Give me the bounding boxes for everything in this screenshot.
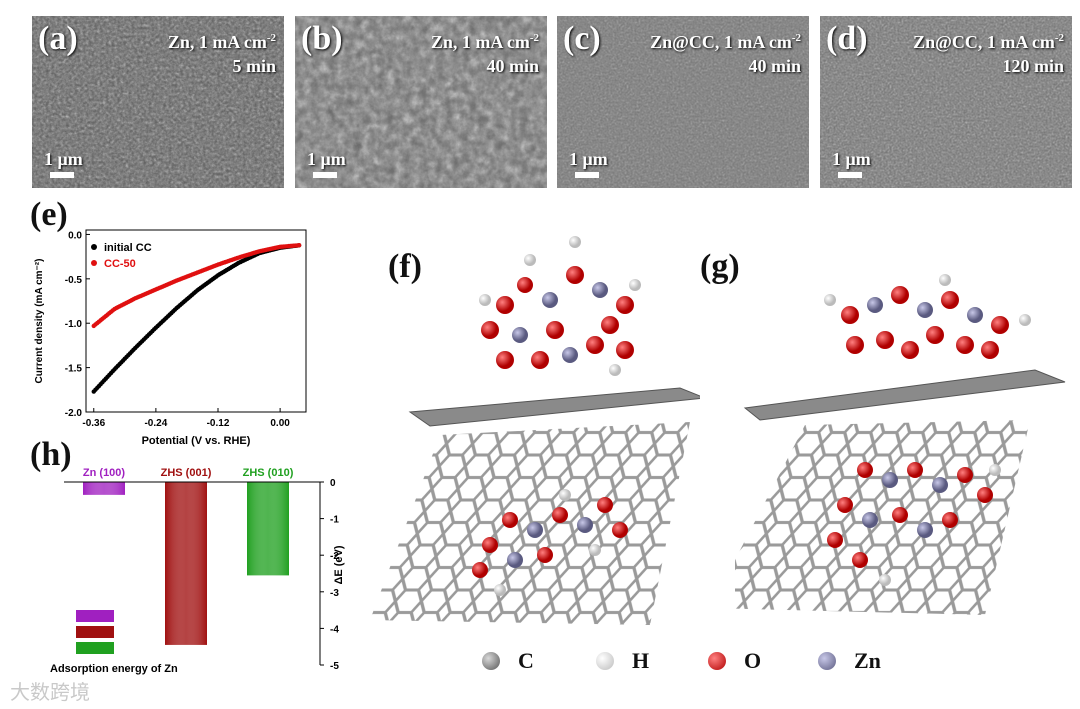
cluster-bottom-f [472, 489, 628, 596]
chart-e-xtick-label: -0.36 [82, 418, 105, 429]
chart-e-xtick-label: -0.12 [207, 418, 230, 429]
chart-e-xtick-label: -0.24 [144, 418, 167, 429]
element-label-h: H [632, 648, 650, 673]
graphene-sheet-side-g [743, 369, 1066, 421]
legend-marker-initial-cc [91, 244, 97, 250]
chart-e-point-series-1 [296, 243, 302, 248]
chart-e-ytick-label: 0.0 [68, 230, 82, 241]
element-ball-c [482, 652, 500, 670]
sem-image-a [32, 16, 284, 188]
legend-swatch-zhs001 [76, 626, 114, 638]
chart-h-ytick-label: -3 [330, 588, 339, 599]
sem-panel-a: (a) Zn, 1 mA cm-2 5 min 1 μm [32, 16, 284, 188]
element-label-o: O [744, 648, 762, 673]
chart-e-frame [85, 229, 307, 413]
chart-h-category-label: ZHS (010) [243, 467, 294, 479]
scale-label-c: 1 μm [569, 149, 608, 169]
scale-label-a: 1 μm [44, 149, 83, 169]
scale-bar-a [50, 172, 74, 178]
sem-condition-b: Zn, 1 mA cm-2 40 min [430, 32, 539, 76]
panel-letter-g: (g) [700, 248, 740, 285]
chart-h-ytick-label: 0 [330, 478, 336, 489]
chart-e-ytick-label: -2.0 [65, 408, 83, 419]
chart-e-ylabel: Current density (mA cm⁻²) [34, 259, 45, 384]
chart-h-ytick-label: -1 [330, 515, 339, 526]
chart-e: -0.36 -0.24 -0.12 0.00 0.0 -0.5 -1.0 -1.5 -2.0 P… [34, 229, 307, 447]
scale-label-b: 1 μm [307, 149, 346, 169]
sem-image-c [557, 16, 809, 188]
structure-g [735, 274, 1066, 615]
legend-marker-cc-50 [91, 260, 97, 266]
chart-h-bar-shade-1 [165, 482, 207, 645]
scale-bar-d [838, 172, 862, 178]
chart-h-category-label: ZHS (001) [161, 467, 212, 479]
sem-panel-c: (c) Zn@CC, 1 mA cm-2 40 min 1 μm [557, 16, 809, 188]
cluster-top-g [824, 274, 1031, 359]
sem-panel-d: (d) Zn@CC, 1 mA cm-2 120 min 1 μm [820, 16, 1072, 188]
chart-h: Zn (100) ZHS (001) ZHS (010) 0 -1 -2 -3 -4 -5 Δ… [50, 467, 345, 675]
element-ball-zn [818, 652, 836, 670]
graphene-sheet-top-f [370, 422, 690, 625]
chart-h-ylabel: ΔE (eV) [333, 545, 345, 584]
legend-swatch-zn100 [76, 610, 114, 622]
chart-e-ytick-label: -1.0 [65, 319, 83, 330]
legend-label-initial-cc: initial CC [104, 242, 152, 254]
legend-label-cc-50: CC-50 [104, 258, 136, 270]
element-ball-h [596, 652, 614, 670]
watermark: 大数跨境 [10, 680, 90, 704]
chart-h-ytick-label: -5 [330, 661, 339, 672]
cluster-top-f [479, 236, 641, 376]
chart-h-bar-shade-0 [83, 482, 125, 495]
chart-h-bar-shade-2 [247, 482, 289, 576]
chart-e-legend: initial CC CC-50 [91, 242, 152, 270]
sem-panel-b: (b) Zn, 1 mA cm-2 40 min 1 μm [295, 16, 547, 188]
chart-h-category-label: Zn (100) [83, 467, 126, 479]
cluster-bottom-g [827, 462, 1001, 586]
sem-condition-c: Zn@CC, 1 mA cm-2 40 min [650, 32, 801, 76]
graphene-sheet-side-f [408, 387, 700, 427]
graphene-sheet-top-g [735, 420, 1030, 615]
element-ball-o [708, 652, 726, 670]
sem-image-b [295, 16, 547, 188]
sem-letter-a: (a) [38, 20, 78, 57]
scale-bar-b [313, 172, 337, 178]
element-label-zn: Zn [854, 648, 881, 673]
chart-e-xlabel: Potential (V vs. RHE) [142, 435, 251, 447]
legend-swatch-zhs010 [76, 642, 114, 654]
sem-image-d [820, 16, 1072, 188]
scale-label-d: 1 μm [832, 149, 871, 169]
sem-letter-d: (d) [826, 20, 868, 57]
panel-letter-e: (e) [30, 196, 68, 233]
chart-e-xtick-label: 0.00 [270, 418, 290, 429]
chart-h-xlabel: Adsorption energy of Zn [50, 663, 178, 675]
sem-condition-a: Zn, 1 mA cm-2 5 min [167, 32, 276, 76]
panel-letter-h: (h) [30, 436, 72, 473]
chart-h-ytick-label: -4 [330, 624, 339, 635]
panel-letter-f: (f) [388, 248, 422, 285]
sem-letter-c: (c) [563, 20, 601, 57]
element-label-c: C [518, 648, 534, 673]
chart-e-ytick-label: -0.5 [65, 275, 83, 286]
sem-letter-b: (b) [301, 20, 343, 57]
chart-e-ytick-label: -1.5 [65, 364, 83, 375]
chart-h-ytick-label: -2 [330, 551, 339, 562]
sem-condition-d: Zn@CC, 1 mA cm-2 120 min [913, 32, 1064, 76]
structure-f [370, 236, 700, 625]
scale-bar-c [575, 172, 599, 178]
